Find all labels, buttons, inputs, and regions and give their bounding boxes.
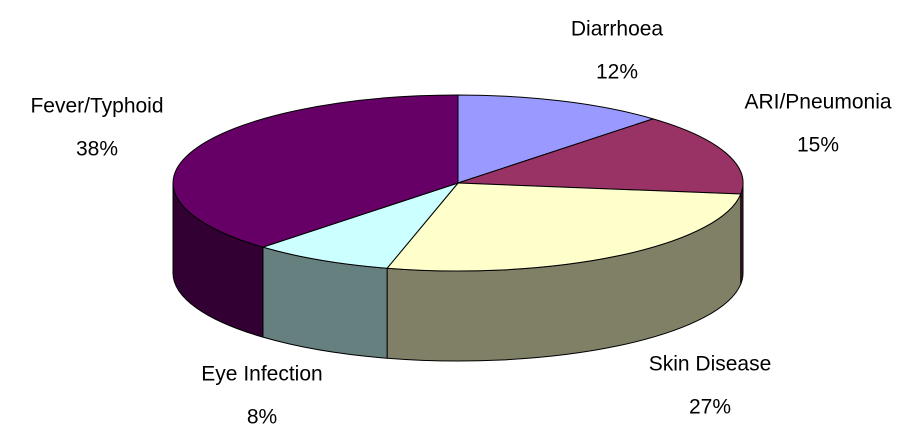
slice xyxy=(172,94,459,248)
slice-value-label: 27% xyxy=(689,396,731,419)
slice-value-label: 12% xyxy=(596,61,638,84)
slice-label: Diarrhoea xyxy=(571,18,664,41)
slice-label: Eye Infection xyxy=(201,363,322,386)
slice xyxy=(457,118,744,195)
slice-label: ARI/Pneumonia xyxy=(744,91,891,114)
slice-label: Skin Disease xyxy=(649,353,772,376)
slice-value-label: 38% xyxy=(76,138,118,161)
slice xyxy=(386,182,742,272)
slice xyxy=(262,182,459,269)
slice-value-label: 15% xyxy=(797,134,839,157)
slice-value-label: 8% xyxy=(247,406,277,427)
slice-label: Fever/Typhoid xyxy=(30,95,163,118)
slice xyxy=(457,94,654,184)
